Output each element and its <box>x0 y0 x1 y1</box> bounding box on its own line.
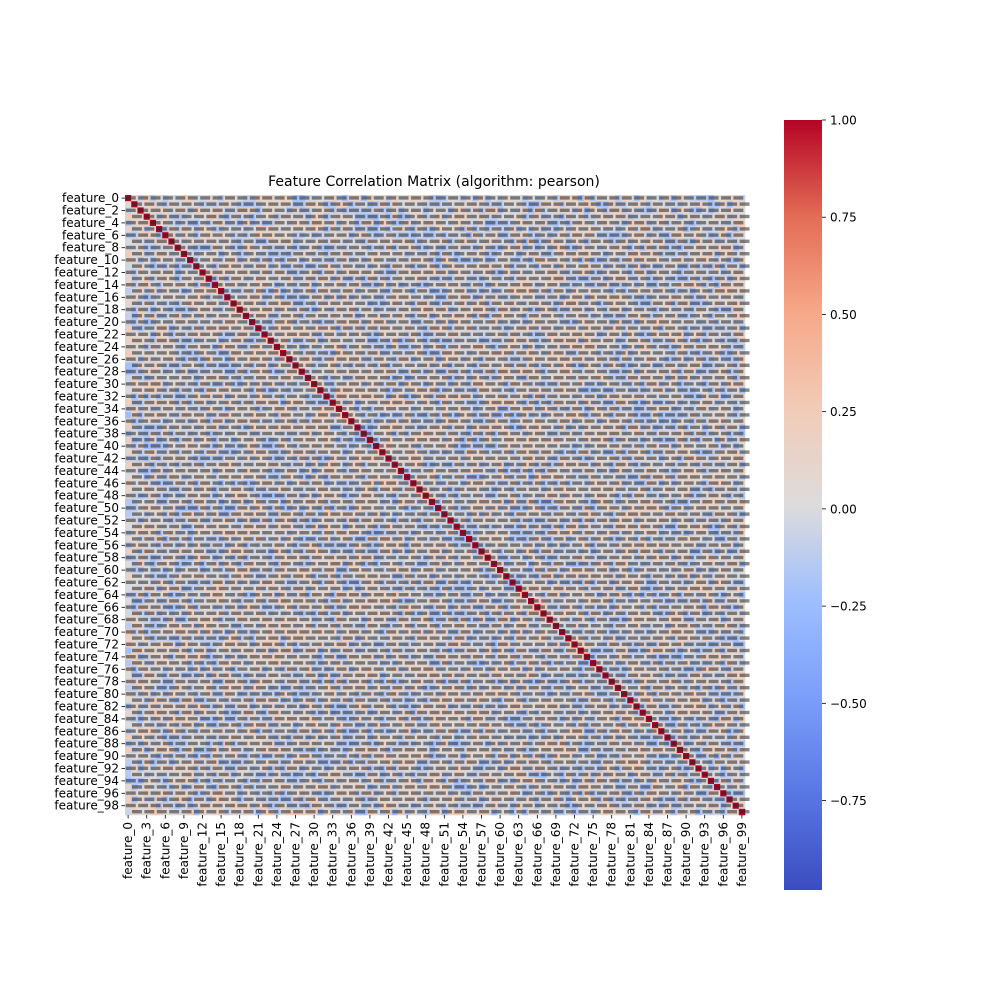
heatmap-cells <box>125 195 746 816</box>
heatmap-cell <box>125 226 132 233</box>
heatmap-cell <box>125 399 132 407</box>
heatmap-cell <box>125 436 132 444</box>
chart-title: Feature Correlation Matrix (algorithm: p… <box>268 174 600 190</box>
heatmap-cell <box>125 337 132 345</box>
heatmap-cell <box>125 312 132 320</box>
heatmap-cell <box>125 238 132 245</box>
heatmap-cell <box>125 374 132 382</box>
heatmap-cell <box>125 498 132 506</box>
heatmap-cell <box>125 300 132 307</box>
heatmap-cell <box>125 424 132 431</box>
heatmap-cell <box>125 213 132 221</box>
heatmap-cell <box>125 362 132 369</box>
heatmap-cell <box>125 288 132 295</box>
heatmap-cell <box>125 461 132 469</box>
heatmap-cell <box>125 412 132 419</box>
heatmap-cell <box>125 387 132 394</box>
heatmap-cell <box>125 325 132 332</box>
heatmap-cell <box>125 474 132 481</box>
heatmap-cell <box>125 449 132 456</box>
heatmap-cell <box>125 201 132 208</box>
heatmap-cell <box>125 263 132 270</box>
heatmap-cell <box>125 350 132 357</box>
heatmap-cell <box>125 486 132 493</box>
heatmap-cell <box>125 275 132 283</box>
heatmap-plot-area <box>125 195 750 816</box>
heatmap-cell <box>125 250 132 258</box>
